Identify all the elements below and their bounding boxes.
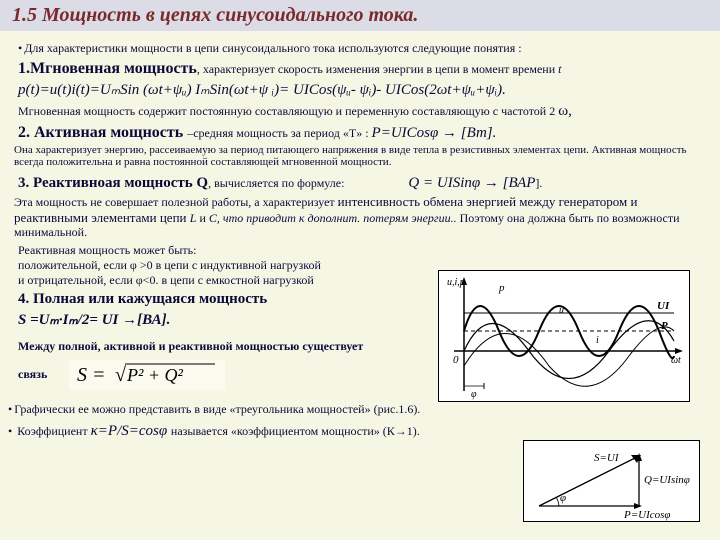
pp2-label: P=UIcosφ — [623, 509, 671, 521]
origin-label: 0 — [453, 354, 459, 366]
q-label: Q=UIsinφ — [644, 474, 690, 486]
wave-svg: u,i,p p UI P u i 0 ωt φ — [439, 271, 689, 401]
section-3: 3. Реактивноая мощность Q, вычисляется п… — [8, 174, 712, 192]
phi-label: φ — [471, 389, 477, 400]
svg-text:√: √ — [115, 364, 126, 386]
h3d: ]. — [535, 176, 542, 190]
eq1: p(t)=u(t)i(t)=UₘSin (ωt+ψᵤ) IₘSin(ωt+ψ ᵢ… — [8, 80, 712, 99]
formula-svg: S = √ P² + Q² — [67, 358, 227, 392]
p10b: κ=P/S=сosφ — [91, 423, 171, 439]
h3b: , вычисляется по формуле: — [208, 176, 344, 190]
h3a: 3. Реактивноая мощность Q — [18, 175, 208, 191]
h3c: Q = UISinφ → [ВАР — [408, 175, 535, 191]
y-label: u,i,p — [447, 277, 465, 288]
p4a: Эта мощность не совершает полезной работ… — [14, 195, 338, 209]
p8b: связь — [18, 367, 47, 382]
p4d: и — [196, 211, 208, 225]
phi2-label: φ — [560, 492, 566, 504]
h1-tail: , характеризует скорость изменения энерг… — [197, 62, 558, 76]
p10c: называется «коэффициентом мощности» (К→1… — [171, 424, 420, 438]
figure-waves: u,i,p p UI P u i 0 ωt φ — [438, 270, 690, 402]
p2: Мгновенная мощность содержит постоянную … — [8, 103, 712, 120]
h2c: P=UICosφ → [Вт]. — [372, 125, 497, 141]
x-label: ωt — [671, 355, 681, 366]
h1-strong: 1.Мгновенная мощность — [18, 60, 197, 77]
p9: Графически ее можно представить в виде «… — [8, 402, 712, 417]
p3: Она характеризует энергию, рассеиваемую … — [8, 144, 712, 168]
eq1-text: p(t)=u(t)i(t)=UₘSin (ωt+ψᵤ) IₘSin(ωt+ψ ᵢ… — [18, 82, 506, 98]
svg-text:S =: S = — [77, 364, 106, 386]
p10: Коэффициент κ=P/S=сosφ называется «коэфф… — [8, 423, 712, 440]
p10a: Коэффициент — [17, 424, 90, 438]
p-label: p — [498, 282, 505, 294]
triangle-svg: S=UI Q=UIsinφ P=UIcosφ φ — [524, 441, 699, 521]
ui-label: UI — [657, 300, 670, 312]
h2b: –средняя мощность за период «T» : — [187, 126, 371, 140]
h1-t: t — [558, 62, 561, 76]
intro-line: Для характеристики мощности в цепи синус… — [8, 41, 712, 56]
p2b: ω, — [558, 103, 572, 119]
title-bar: 1.5 Мощность в цепях синусоидального ток… — [0, 0, 720, 31]
u-label: u — [559, 305, 564, 316]
s-label: S=UI — [594, 452, 620, 464]
p4: Эта мощность не совершает полезной работ… — [8, 194, 712, 240]
p2a: Мгновенная мощность содержит постоянную … — [18, 104, 558, 118]
section-1: 1.Мгновенная мощность, характеризует ско… — [8, 60, 712, 78]
svg-text:P² + Q²: P² + Q² — [126, 365, 184, 385]
pp-label: P — [661, 320, 668, 332]
i-label: i — [596, 335, 599, 346]
p5: Реактивная мощность может быть: — [8, 243, 712, 258]
h2a: 2. Активная мощность — [18, 124, 187, 141]
figure-triangle: S=UI Q=UIsinφ P=UIcosφ φ — [523, 440, 700, 522]
section-2: 2. Активная мощность –средняя мощность з… — [8, 124, 712, 142]
p4e: C, что приводит к дополнит. потерям энер… — [209, 211, 457, 225]
page-title: 1.5 Мощность в цепях синусоидального ток… — [12, 4, 418, 26]
